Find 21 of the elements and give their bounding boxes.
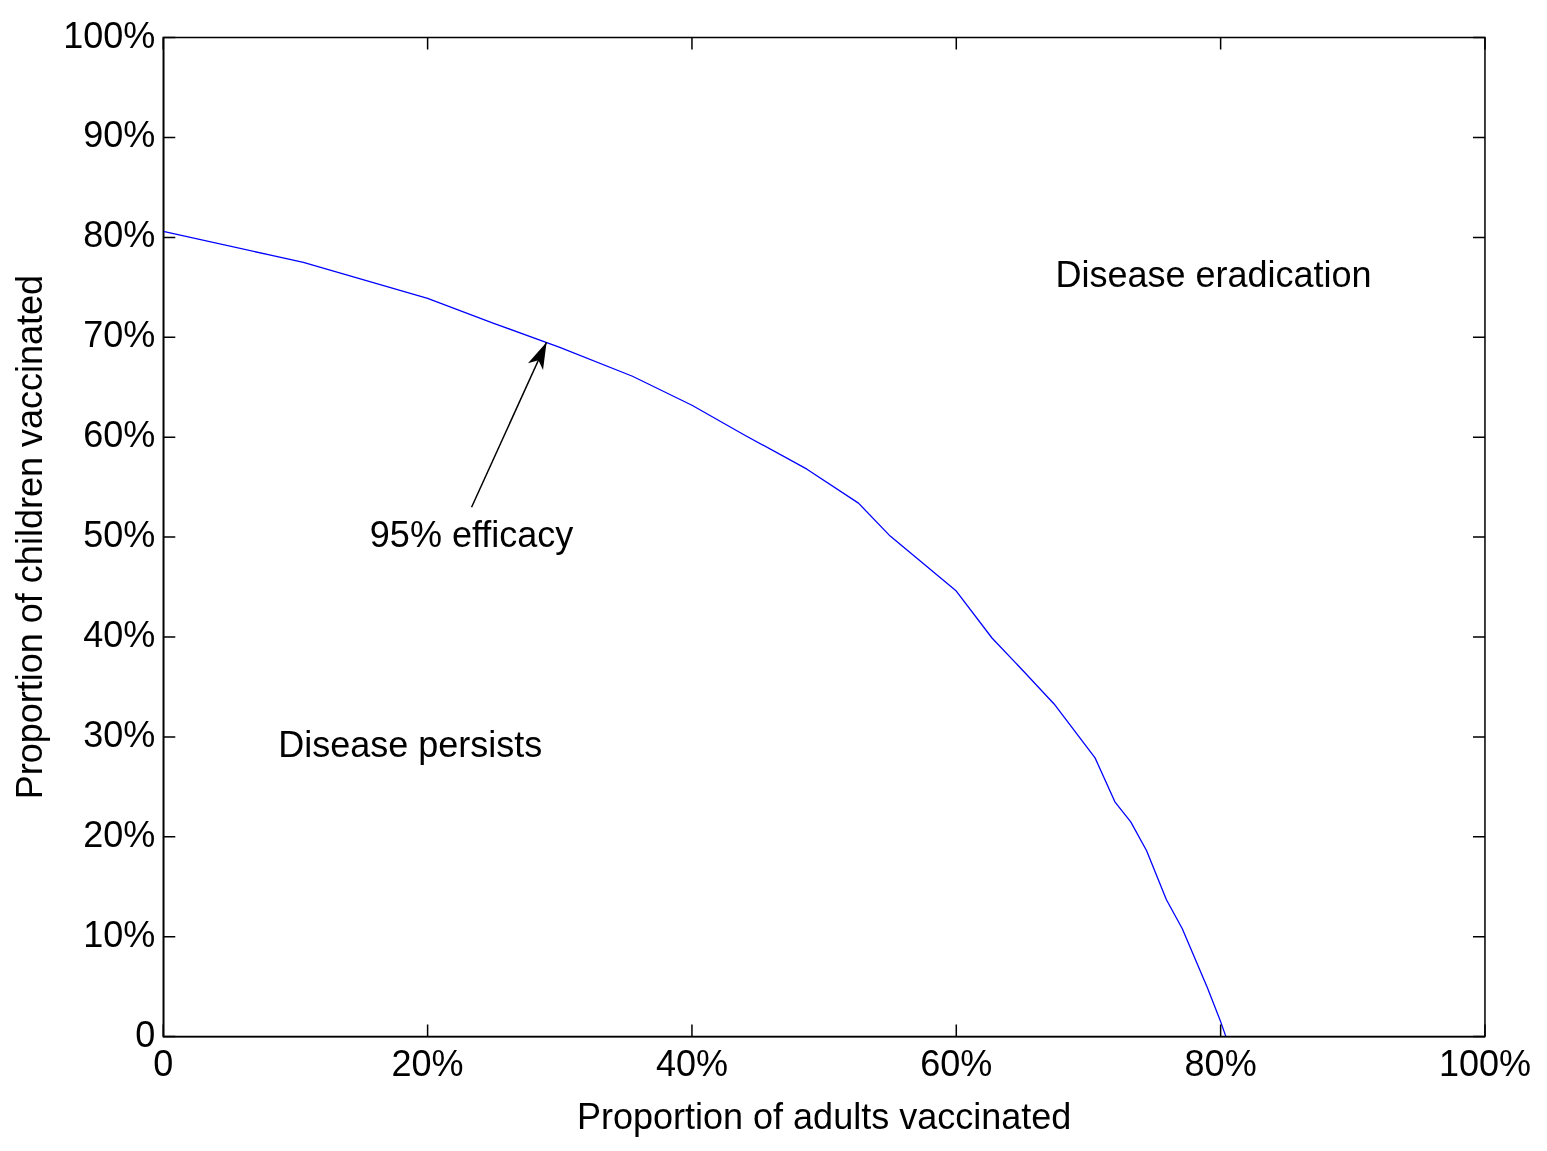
x-tick-label: 60% [920, 1043, 993, 1085]
x-tick-label: 80% [1184, 1043, 1257, 1085]
y-tick-label: 60% [83, 414, 156, 456]
annotation: Disease persists [278, 723, 543, 765]
x-tick-label: 20% [391, 1043, 464, 1085]
y-tick-label: 50% [83, 514, 156, 556]
annotation: Disease eradication [1055, 254, 1372, 296]
y-axis-title: Proportion of children vaccinated [8, 274, 50, 800]
annotation: 95% efficacy [369, 514, 574, 556]
y-tick-label: 10% [83, 913, 156, 955]
y-tick-label: 0 [135, 1013, 156, 1055]
y-tick-label: 40% [83, 613, 156, 655]
y-tick-label: 90% [83, 114, 156, 156]
y-tick-label: 80% [83, 214, 156, 256]
x-tick-label: 40% [655, 1043, 728, 1085]
y-tick-label: 20% [83, 813, 156, 855]
y-tick-label: 100% [63, 14, 156, 56]
y-tick-label: 30% [83, 713, 156, 755]
y-tick-label: 70% [83, 314, 156, 356]
x-axis-title: Proportion of adults vaccinated [576, 1096, 1072, 1138]
x-tick-label: 100% [1438, 1043, 1531, 1085]
